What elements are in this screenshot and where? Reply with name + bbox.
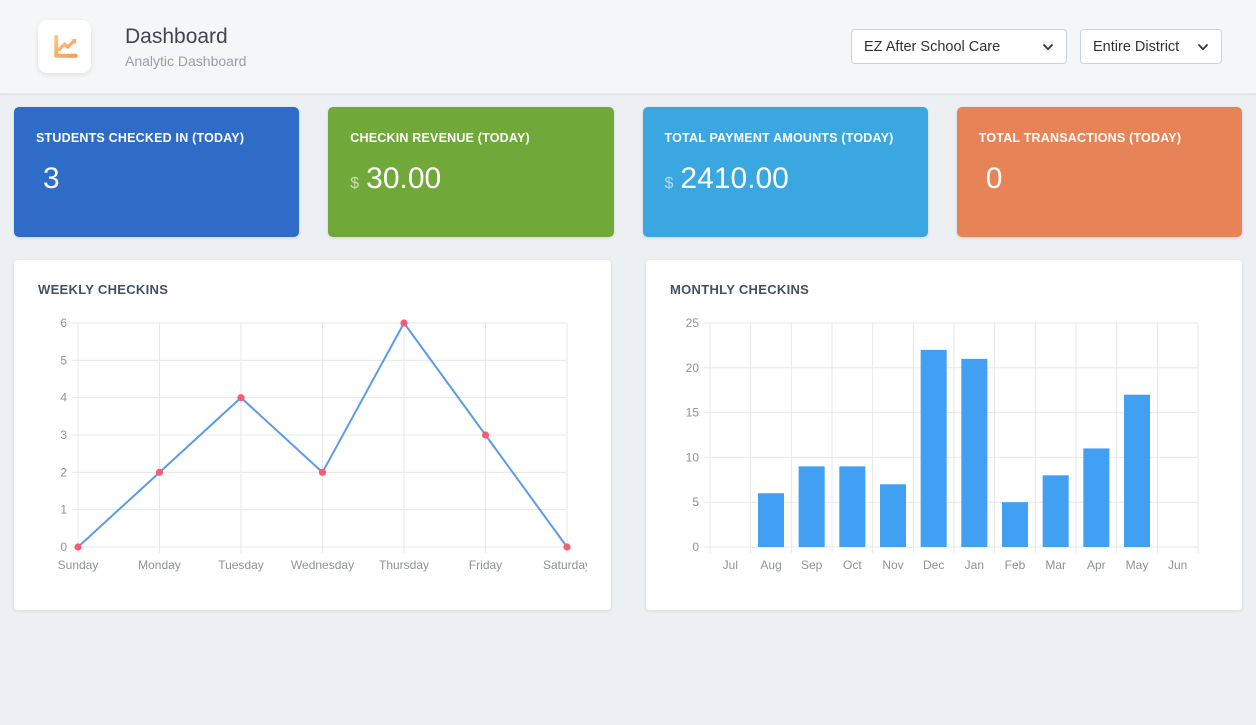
svg-text:Friday: Friday (469, 558, 502, 572)
svg-text:3: 3 (60, 428, 67, 442)
svg-text:Tuesday: Tuesday (218, 558, 264, 572)
stat-card-value: 3 (36, 162, 277, 196)
svg-text:Mar: Mar (1045, 558, 1066, 572)
stat-card-total-payments: TOTAL PAYMENT AMOUNTS (TODAY) $ 2410.00 (642, 107, 928, 237)
currency-symbol: $ (350, 175, 360, 192)
svg-text:6: 6 (60, 316, 67, 330)
svg-text:1: 1 (60, 503, 67, 517)
stat-card-students-checked-in: STUDENTS CHECKED IN (TODAY) 3 (14, 107, 300, 237)
school-select[interactable]: EZ After School Care (851, 29, 1067, 64)
svg-text:Jan: Jan (965, 558, 984, 572)
page-title: Dashboard (125, 25, 228, 49)
weekly-checkins-title: WEEKLY CHECKINS (38, 282, 169, 297)
stat-card-value: 0 (979, 162, 1220, 196)
svg-text:May: May (1126, 558, 1149, 572)
svg-text:Sep: Sep (801, 558, 823, 572)
svg-text:5: 5 (60, 353, 67, 367)
stat-card-label: TOTAL PAYMENT AMOUNTS (TODAY) (664, 131, 894, 145)
stat-card-value: $ 2410.00 (665, 162, 906, 196)
svg-text:Jun: Jun (1168, 558, 1187, 572)
stat-card-value: $ 30.00 (350, 162, 591, 196)
svg-text:Jul: Jul (723, 558, 738, 572)
stat-cards-row: STUDENTS CHECKED IN (TODAY) 3 CHECKIN RE… (14, 107, 1242, 237)
svg-text:Nov: Nov (882, 558, 903, 572)
stat-card-label: STUDENTS CHECKED IN (TODAY) (36, 131, 245, 145)
svg-text:25: 25 (686, 316, 700, 330)
svg-text:Sunday: Sunday (58, 558, 99, 572)
header-left: Dashboard Analytic Dashboard (38, 20, 246, 73)
svg-text:10: 10 (686, 450, 700, 464)
currency-symbol: $ (664, 175, 674, 192)
svg-text:Feb: Feb (1005, 558, 1026, 572)
svg-text:Saturday: Saturday (543, 558, 587, 572)
svg-text:2: 2 (60, 465, 67, 479)
svg-text:15: 15 (686, 406, 700, 420)
charts-row: WEEKLY CHECKINS 0 1 2 3 4 5 6 Sunday Monday Tuesd… (14, 260, 1242, 610)
district-select-value: Entire District (1093, 38, 1180, 55)
svg-text:Aug: Aug (760, 558, 781, 572)
chart-line-icon (53, 34, 78, 58)
svg-text:0: 0 (692, 540, 699, 554)
monthly-checkins-panel: MONTHLY CHECKINS 0 5 10 15 20 25 Jul Aug Sep Oct N… (646, 260, 1242, 610)
weekly-checkins-chart: 0 1 2 3 4 5 6 Sunday Monday Tuesday Wednesday Thurs… (38, 311, 587, 583)
svg-text:Dec: Dec (923, 558, 944, 572)
stat-card-number: 2410.00 (680, 162, 789, 195)
stat-card-number: 30.00 (366, 162, 442, 195)
svg-text:Oct: Oct (843, 558, 862, 572)
svg-text:0: 0 (60, 540, 67, 554)
page-subtitle: Analytic Dashboard (125, 52, 247, 69)
stat-card-number: 0 (985, 162, 1003, 195)
chevron-down-icon (1197, 41, 1209, 53)
chevron-down-icon (1042, 41, 1054, 53)
stat-card-total-transactions: TOTAL TRANSACTIONS (TODAY) 0 (956, 107, 1242, 237)
stat-card-checkin-revenue: CHECKIN REVENUE (TODAY) $ 30.00 (328, 107, 614, 237)
stat-card-label: CHECKIN REVENUE (TODAY) (350, 131, 530, 145)
svg-text:Apr: Apr (1087, 558, 1106, 572)
svg-text:Wednesday: Wednesday (291, 558, 354, 572)
svg-text:Thursday: Thursday (379, 558, 429, 572)
dashboard-icon-card (38, 20, 91, 73)
dashboard-main: STUDENTS CHECKED IN (TODAY) 3 CHECKIN RE… (0, 93, 1256, 610)
monthly-checkins-chart: 0 5 10 15 20 25 Jul Aug Sep Oct Nov Dec Jan Feb Mar Apr… (670, 311, 1218, 583)
stat-card-number: 3 (43, 162, 60, 195)
district-select[interactable]: Entire District (1080, 29, 1222, 64)
svg-text:4: 4 (60, 391, 67, 405)
header-titles: Dashboard Analytic Dashboard (125, 24, 246, 68)
school-select-value: EZ After School Care (864, 38, 1001, 55)
header-controls: EZ After School Care Entire District (851, 29, 1222, 64)
svg-text:5: 5 (692, 495, 699, 509)
monthly-checkins-title: MONTHLY CHECKINS (670, 282, 810, 297)
svg-text:Monday: Monday (138, 558, 181, 572)
svg-text:20: 20 (686, 361, 700, 375)
page-header: Dashboard Analytic Dashboard EZ After Sc… (0, 0, 1256, 93)
stat-card-label: TOTAL TRANSACTIONS (TODAY) (978, 131, 1182, 145)
weekly-checkins-panel: WEEKLY CHECKINS 0 1 2 3 4 5 6 Sunday Monday Tuesd… (14, 260, 611, 610)
